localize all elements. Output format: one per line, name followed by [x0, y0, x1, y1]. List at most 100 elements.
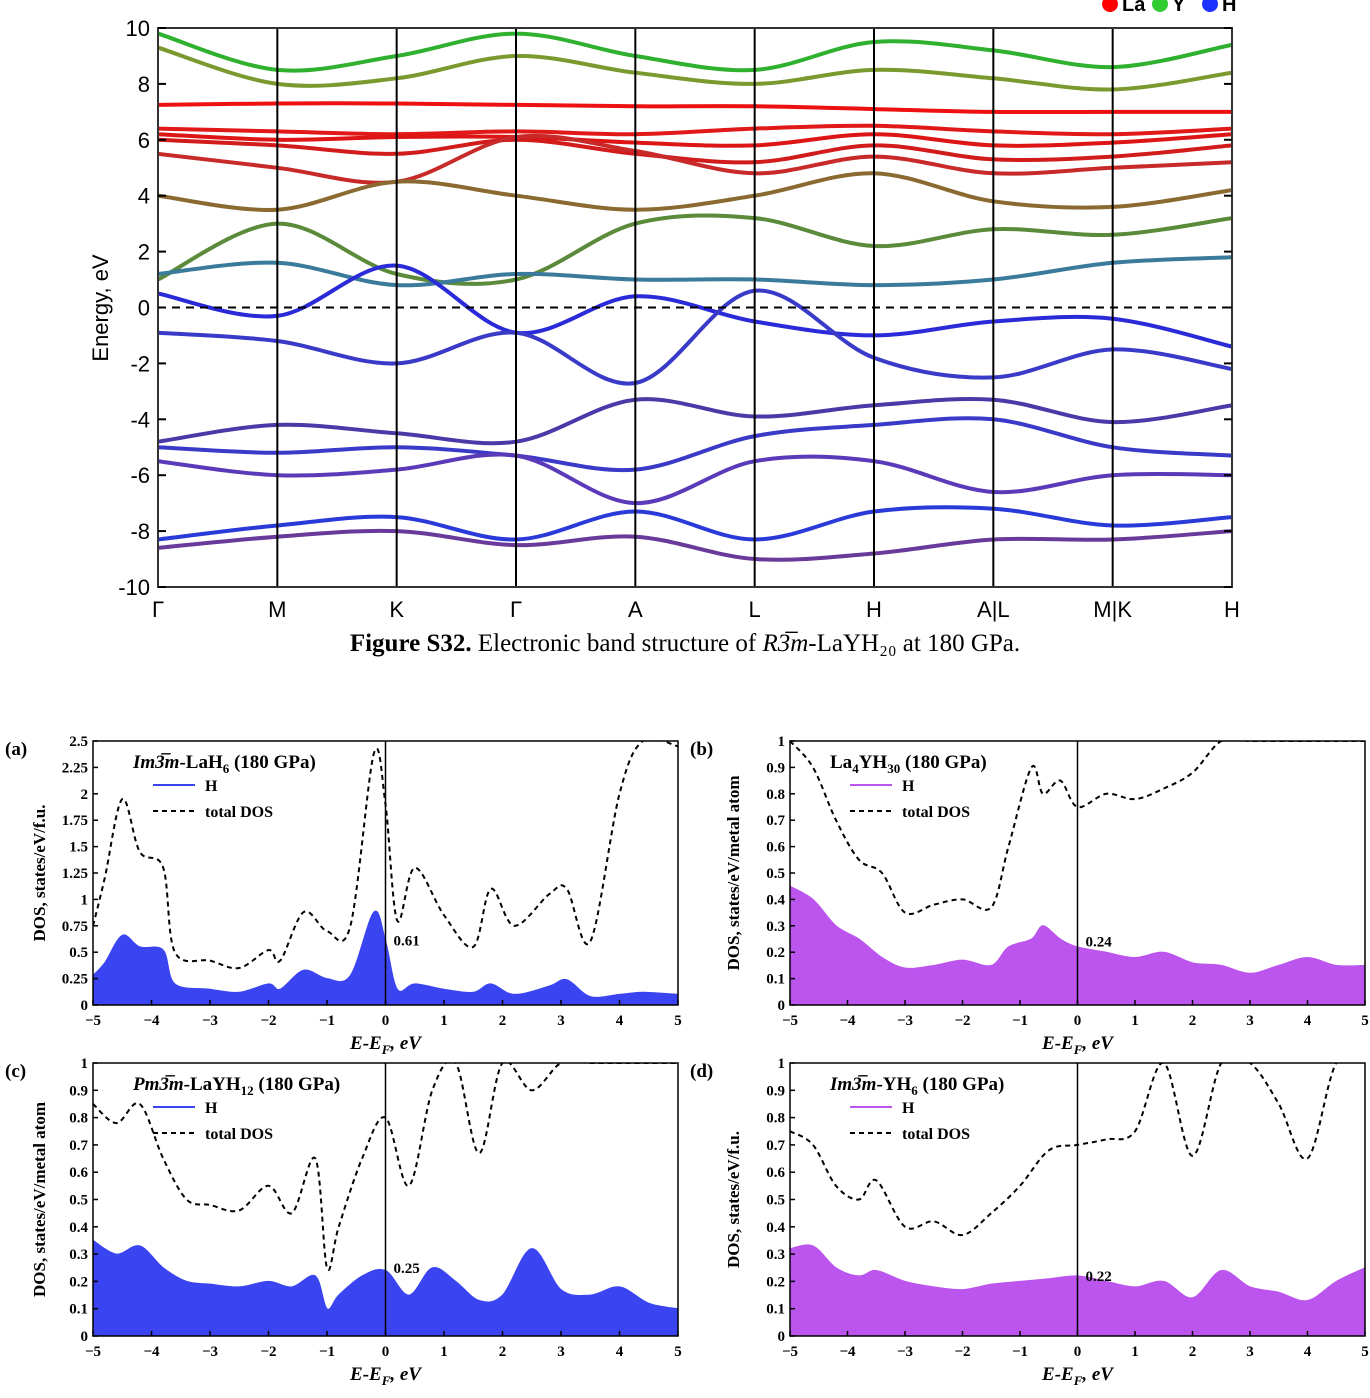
y-tick-label: 0.75 [62, 919, 88, 935]
y-tick-label: 0.7 [766, 813, 785, 829]
y-tick-label: 1 [778, 1056, 786, 1072]
x-tick-label: 5 [674, 1344, 682, 1360]
kpoint-label: Γ [510, 597, 522, 622]
x-tick-label: −3 [202, 1013, 218, 1029]
x-tick-label: 3 [1246, 1344, 1254, 1360]
y-tick-label: 0.2 [69, 1274, 88, 1290]
y-tick-label: 1.25 [62, 866, 88, 882]
h-dos-area [790, 885, 1365, 1005]
dos-panel-d: 0 0.1 0.2 0.3 0.4 0.5 0.6 0.7 0.8 0.9 1 −5 −4 −3 −2 −1 0… [690, 1056, 1369, 1388]
x-tick-label: 5 [674, 1013, 682, 1029]
band-y-axis-label: Energy, eV [88, 254, 113, 362]
legend-h-label: H [205, 1100, 218, 1117]
x-axis-label: E-EF, eV [349, 1033, 422, 1057]
fermi-dos-value: 0.24 [1086, 935, 1113, 951]
dos-plot-area [790, 741, 1365, 1005]
fermi-dos-value: 0.61 [394, 934, 420, 950]
x-tick-label: −3 [897, 1013, 913, 1029]
x-tick-label: 5 [1361, 1013, 1369, 1029]
kpoint-label: A|L [977, 597, 1010, 622]
y-tick-label: 0.8 [69, 1111, 88, 1127]
kpoint-label: H [866, 597, 882, 622]
x-tick-label: −4 [839, 1013, 856, 1029]
panel-label: (d) [690, 1061, 713, 1082]
x-tick-label: 0 [382, 1013, 390, 1029]
band-line-9 [158, 255, 1232, 288]
y-tick-label: 0.3 [69, 1247, 88, 1263]
y-tick-label: 0.8 [766, 787, 785, 803]
y-tick-label: -2 [130, 351, 150, 376]
dos-panel-a: 0 0.25 0.5 0.75 1 1.25 1.5 1.75 2 2.25 2.5 −5 −4 −3 −2… [5, 734, 682, 1057]
y-tick-label: 0.2 [766, 945, 785, 961]
x-tick-label: 2 [499, 1013, 507, 1029]
y-tick-label: 0 [778, 1329, 786, 1345]
band-line-13 [158, 416, 1232, 473]
y-tick-label: 0.9 [69, 1083, 88, 1099]
x-tick-label: −5 [85, 1344, 101, 1360]
y-tick-label: 0.25 [62, 972, 88, 988]
x-tick-label: −5 [85, 1013, 101, 1029]
x-tick-label: −2 [954, 1344, 970, 1360]
fermi-dos-value: 0.25 [394, 1261, 420, 1277]
x-tick-label: 2 [1189, 1344, 1197, 1360]
kpoint-label: H [1224, 597, 1240, 622]
y-tick-label: 0.9 [766, 760, 785, 776]
legend-total-label: total DOS [902, 1126, 970, 1143]
y-axis-label: DOS, states/eV/f.u. [30, 805, 49, 942]
y-tick-label: 0.5 [69, 945, 88, 961]
x-tick-label: 4 [616, 1344, 624, 1360]
band-lines [158, 31, 1232, 562]
figure-s32-caption: Figure S32. Electronic band structure of… [0, 630, 1370, 658]
total-dos-line [790, 741, 1365, 915]
band-line-6 [158, 45, 1232, 92]
y-tick-label: 0 [138, 296, 150, 321]
x-tick-label: 5 [1361, 1344, 1369, 1360]
x-tick-label: 4 [1304, 1013, 1312, 1029]
x-axis-label: E-EF, eV [349, 1364, 422, 1388]
panel-label: (b) [690, 739, 713, 760]
x-tick-label: −1 [319, 1013, 335, 1029]
y-tick-label: 0.5 [766, 1193, 785, 1209]
y-tick-label: -4 [130, 407, 150, 432]
x-tick-label: 4 [1304, 1344, 1312, 1360]
y-axis-label: DOS, states/eV/f.u. [724, 1131, 743, 1268]
band-line-12 [158, 396, 1232, 446]
total-dos-line [93, 1063, 678, 1271]
band-plot-area: Γ M K Γ A L H A|L M|K H -10 -8 -6 -4 -2 0 2 4 6 8 10 [118, 16, 1240, 622]
y-tick-label: 0.7 [766, 1138, 785, 1154]
y-tick-label: 2.25 [62, 760, 88, 776]
x-tick-label: 4 [616, 1013, 624, 1029]
y-tick-label: 10 [126, 16, 150, 41]
x-tick-label: −1 [1012, 1344, 1028, 1360]
y-axis-label: DOS, states/eV/metal atom [724, 776, 743, 971]
band-legend: La Y H [1102, 0, 1236, 16]
legend-total-label: total DOS [205, 804, 273, 821]
fermi-dos-value: 0.22 [1086, 1269, 1112, 1285]
band-line-15 [158, 505, 1232, 542]
y-tick-label: 1 [778, 734, 786, 750]
y-tick-label: 0.3 [766, 919, 785, 935]
y-tick-label: 2.5 [69, 734, 88, 750]
band-line-11 [158, 288, 1232, 386]
x-tick-label: 1 [1131, 1013, 1139, 1029]
y-tick-label: 0 [778, 998, 786, 1014]
x-tick-label: −2 [954, 1013, 970, 1029]
band-line-10 [158, 263, 1232, 349]
legend-h-label: H [902, 778, 915, 795]
panel-title: La4YH30 (180 GPa) [830, 752, 987, 776]
y-tick-label: 0.5 [766, 866, 785, 882]
legend-h-label: H [205, 778, 218, 795]
y-tick-label: 2 [138, 240, 150, 265]
x-tick-label: 0 [1074, 1013, 1082, 1029]
x-tick-label: 1 [440, 1344, 448, 1360]
y-tick-label: 0.4 [766, 1220, 785, 1236]
y-tick-label: 0.7 [69, 1138, 88, 1154]
dos-panel-c: 0 0.1 0.2 0.3 0.4 0.5 0.6 0.7 0.8 0.9 1 −5 −4 −3 −2 −1 0… [5, 1056, 682, 1388]
band-line-14 [158, 452, 1232, 506]
legend-label-h: H [1222, 0, 1236, 16]
kpoint-label: M [268, 597, 286, 622]
y-tick-label: 0.6 [766, 1165, 785, 1181]
legend-total-label: total DOS [902, 804, 970, 821]
x-axis-label: E-EF, eV [1041, 1364, 1114, 1388]
band-line-3 [158, 137, 1232, 165]
